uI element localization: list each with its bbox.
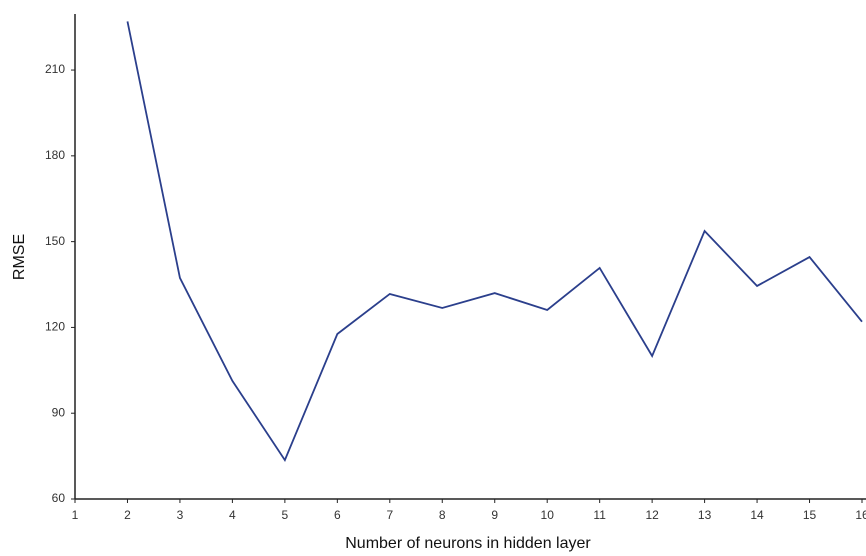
x-tick-label: 10 xyxy=(541,508,555,522)
x-axis-title: Number of neurons in hidden layer xyxy=(345,535,591,552)
y-tick-label: 60 xyxy=(52,491,66,505)
x-tick-label: 5 xyxy=(282,508,289,522)
line-series xyxy=(126,21,863,463)
y-tick-label: 180 xyxy=(45,148,65,162)
x-tick-label: 2 xyxy=(124,508,131,522)
x-tick-label: 4 xyxy=(229,508,236,522)
x-tick-label: 7 xyxy=(386,508,393,522)
x-tick-label: 12 xyxy=(645,508,659,522)
x-tick-label: 14 xyxy=(750,508,764,522)
x-tick-label: 9 xyxy=(491,508,498,522)
y-tick-label: 150 xyxy=(45,234,65,248)
y-axis-title: RMSE xyxy=(11,234,28,280)
y-tick-label: 210 xyxy=(45,62,65,76)
x-tick-label: 13 xyxy=(698,508,712,522)
x-tick-label: 16 xyxy=(855,508,866,522)
y-tick-label: 90 xyxy=(52,405,66,419)
x-tick-label: 3 xyxy=(177,508,184,522)
x-tick-label: 8 xyxy=(439,508,446,522)
x-tick-label: 1 xyxy=(72,508,79,522)
y-tick-label: 120 xyxy=(45,320,65,334)
x-tick-label: 11 xyxy=(593,508,606,522)
x-tick-label: 15 xyxy=(803,508,817,522)
x-tick-label: 6 xyxy=(334,508,341,522)
